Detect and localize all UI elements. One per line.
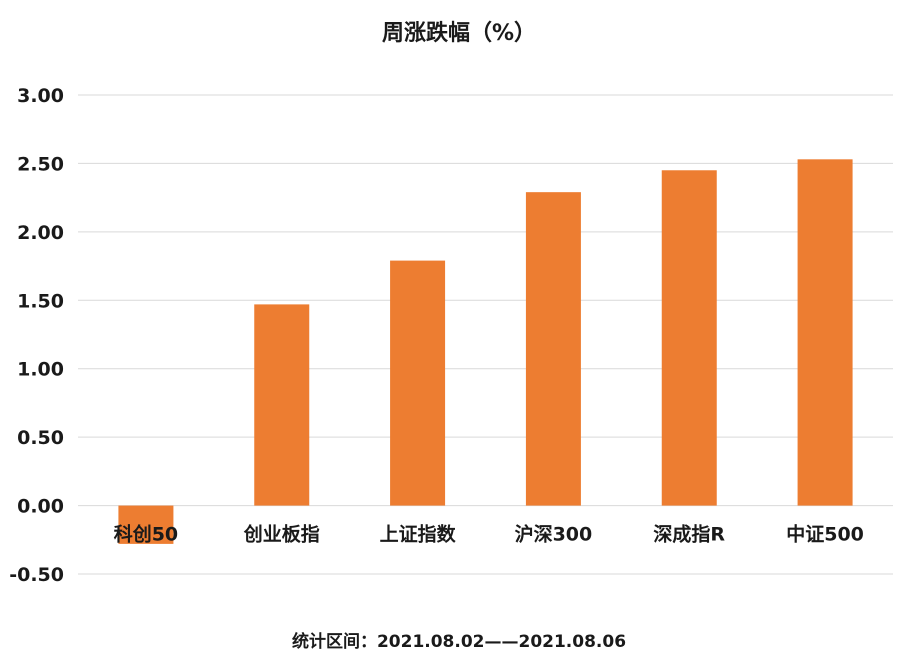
y-tick-label: 3.00 [17, 85, 64, 107]
bar-3 [525, 192, 581, 506]
category-label: 科创50 [114, 523, 178, 546]
y-tick-label: 2.50 [17, 153, 64, 175]
y-tick-label: 1.50 [17, 290, 64, 312]
bar-4 [661, 170, 717, 506]
bar-1 [254, 304, 310, 506]
gridlines [78, 94, 893, 575]
footnote: 统计区间：2021.08.02——2021.08.06 [292, 631, 626, 652]
y-tick-label: 0.50 [17, 427, 64, 449]
y-tick-label: 2.00 [17, 222, 64, 244]
category-label: 中证500 [786, 523, 864, 546]
y-axis-ticks: -0.50 0.00 0.50 1.00 1.50 2.00 2.50 3.00 [9, 85, 64, 586]
category-label: 沪深300 [515, 523, 593, 546]
category-label: 上证指数 [380, 523, 457, 546]
y-tick-label: 1.00 [17, 359, 64, 381]
category-label: 深成指R [653, 523, 725, 546]
category-labels: 科创50 创业板指 上证指数 沪深300 深成指R 中证500 [114, 523, 864, 546]
y-tick-label: -0.50 [9, 564, 64, 586]
bar-2 [390, 260, 446, 506]
category-label: 创业板指 [243, 523, 320, 546]
y-tick-label: 0.00 [17, 496, 64, 518]
bar-5 [797, 159, 853, 506]
bars [118, 159, 853, 544]
chart-title: 周涨跌幅（%） [382, 21, 536, 46]
bar-0 [118, 505, 174, 544]
